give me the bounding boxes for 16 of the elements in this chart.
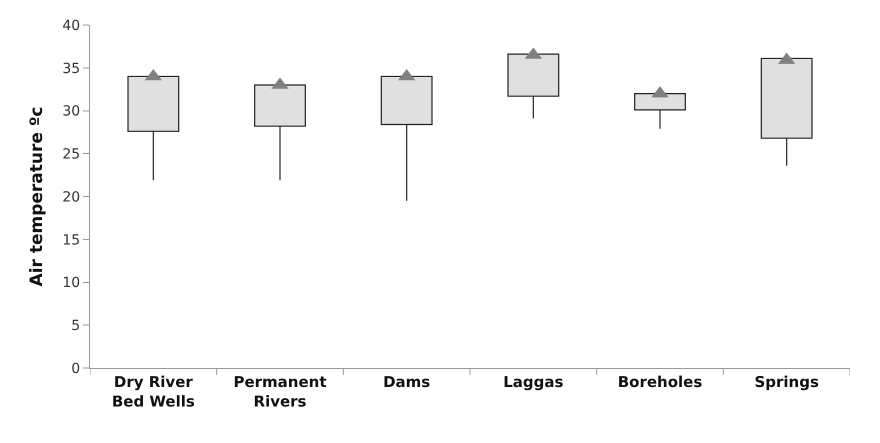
y-axis-title: Air temperature ºc (26, 106, 47, 286)
x-tick-label: Dry River Bed Wells (112, 373, 195, 410)
y-tick-label: 0 (71, 360, 80, 377)
y-tick-label: 30 (62, 104, 80, 120)
x-tick-label: Laggas (503, 373, 564, 391)
x-tick-label: Boreholes (618, 373, 702, 391)
y-tick-label: 40 (62, 18, 80, 34)
y-tick-label: 35 (62, 60, 80, 77)
y-tick-label: 20 (62, 189, 80, 206)
y-tick-label: 25 (62, 146, 80, 163)
y-tick-label: 5 (71, 318, 80, 334)
y-tick-label: 15 (62, 232, 80, 248)
y-tick-label: 10 (62, 275, 80, 292)
x-tick-label: Springs (754, 373, 819, 391)
x-tick-label: Permanent Rivers (233, 373, 327, 410)
x-tick-label: Dams (383, 373, 430, 391)
